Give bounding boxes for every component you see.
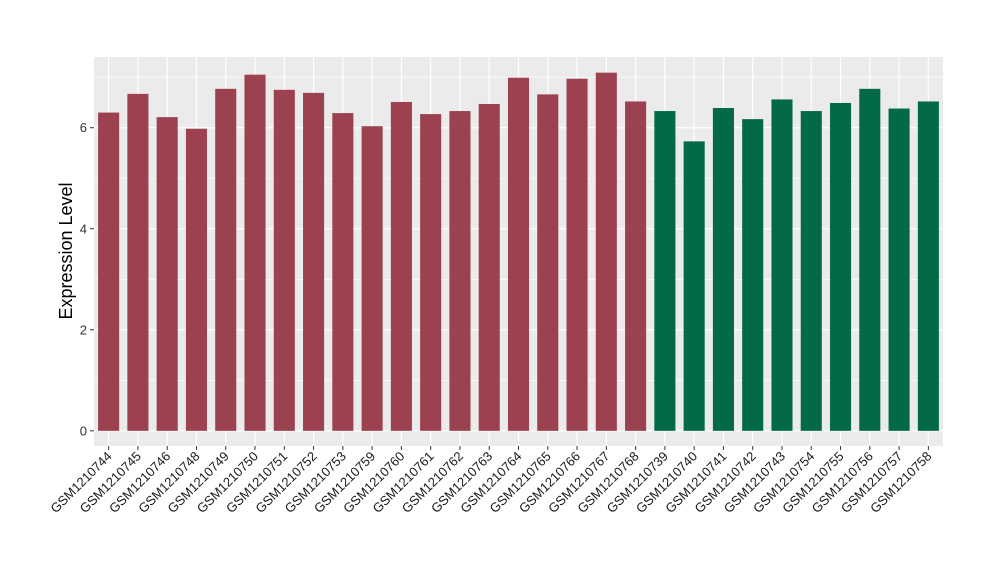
bar-GSM1210745 [127, 93, 149, 431]
bar-GSM1210746 [156, 117, 178, 431]
bar-GSM1210754 [800, 111, 822, 431]
bar-GSM1210752 [303, 92, 325, 431]
bar-GSM1210756 [859, 88, 881, 431]
y-tick-label: 4 [80, 221, 87, 236]
bar-GSM1210742 [742, 119, 764, 431]
bar-GSM1210757 [888, 108, 910, 431]
bar-GSM1210764 [507, 77, 530, 431]
y-axis: 0 2 4 6 [80, 120, 94, 438]
bar-GSM1210753 [332, 113, 354, 431]
y-tick-label: 2 [80, 322, 87, 337]
bar-GSM1210755 [829, 102, 852, 431]
bar-GSM1210760 [390, 101, 412, 431]
bar-GSM1210743 [771, 99, 793, 431]
bar-GSM1210758 [917, 101, 939, 431]
bar-GSM1210762 [449, 111, 471, 431]
x-axis: GSM1210744GSM1210745GSM1210746GSM1210748… [47, 446, 934, 516]
bar-GSM1210749 [215, 88, 237, 431]
bar-GSM1210767 [595, 72, 617, 431]
y-tick-label: 0 [80, 423, 87, 438]
bar-GSM1210765 [537, 94, 559, 431]
bar-GSM1210766 [566, 78, 588, 431]
bar-GSM1210750 [244, 74, 266, 431]
bars [98, 72, 939, 431]
bar-GSM1210751 [273, 89, 295, 431]
bar-GSM1210763 [478, 103, 500, 431]
bar-GSM1210748 [185, 128, 208, 431]
bar-GSM1210744 [98, 112, 120, 431]
y-tick-label: 6 [80, 120, 87, 135]
y-axis-title: Expression Level [56, 182, 76, 319]
bar-GSM1210768 [625, 101, 647, 431]
bar-GSM1210740 [683, 141, 705, 431]
bar-GSM1210741 [712, 108, 734, 431]
bar-GSM1210739 [654, 111, 676, 431]
bar-GSM1210759 [361, 126, 383, 431]
bar-GSM1210761 [420, 114, 442, 431]
